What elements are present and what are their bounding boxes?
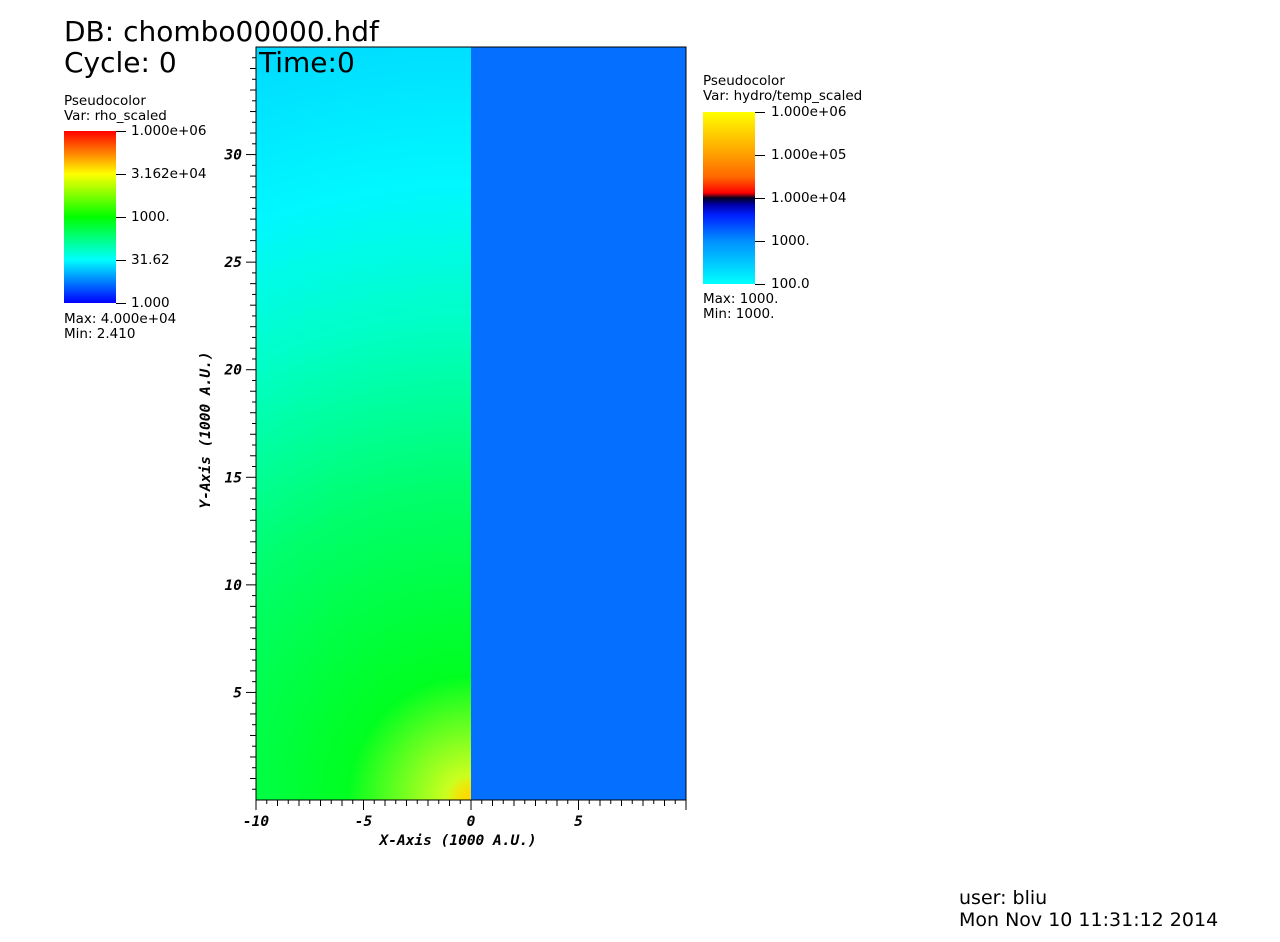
y-axis-title: Y-Axis (1000 A.U.) <box>198 351 214 508</box>
x-tick-label: 5 <box>574 814 583 830</box>
date-label: Mon Nov 10 11:31:12 2014 <box>959 909 1219 931</box>
x-tick-label: 0 <box>467 814 476 830</box>
heatmap-core <box>256 770 471 800</box>
legend-right-tick: 1.000e+05 <box>771 147 847 163</box>
legend-right-tick: 100.0 <box>771 276 810 292</box>
legend-left-tick: 3.162e+04 <box>131 166 207 182</box>
x-tick-label: -5 <box>355 814 373 830</box>
legend-right-colorbar <box>703 112 755 284</box>
heatmap <box>256 47 686 800</box>
legend-right-tick-mark <box>755 198 765 199</box>
legend-right-title: Pseudocolor <box>703 73 785 89</box>
legend-left-title: Pseudocolor <box>64 93 146 109</box>
y-tick-label: 10 <box>225 578 243 594</box>
x-tick-label: -10 <box>243 814 269 830</box>
legend-left-tick: 1.000e+06 <box>131 123 207 139</box>
cycle-label: Cycle: 0 <box>64 46 177 79</box>
db-label: DB: chombo00000.hdf <box>64 15 379 48</box>
user-label: user: bliu <box>959 887 1048 909</box>
legend-left-tick: 31.62 <box>131 252 170 268</box>
legend-left-var: Var: rho_scaled <box>64 108 167 124</box>
legend-right-tick: 1000. <box>771 233 810 249</box>
legend-right-min: Min: 1000. <box>703 306 775 322</box>
legend-right-var: Var: hydro/temp_scaled <box>703 88 863 104</box>
legend-right-max: Max: 1000. <box>703 291 779 307</box>
heatmap-left-rho <box>256 47 471 800</box>
legend-right-tick-mark <box>755 155 765 156</box>
legend-left-colorbar <box>64 131 116 303</box>
y-tick-label: 30 <box>224 148 243 164</box>
legend-left-tick: 1.000 <box>131 295 170 311</box>
legend-right-tick-mark <box>755 241 765 242</box>
legend-left-min: Min: 2.410 <box>64 326 136 342</box>
y-tick-label: 5 <box>233 685 242 701</box>
x-axis-title: X-Axis (1000 A.U.) <box>378 833 537 849</box>
legend-left-tick-mark <box>116 174 126 175</box>
legend-left-tick-mark <box>116 131 126 132</box>
y-tick-label: 25 <box>224 255 243 271</box>
time-label: Time:0 <box>259 46 355 79</box>
heatmap-right-temp <box>471 47 686 800</box>
legend-right-tick-mark <box>755 112 765 113</box>
legend-right-tick-mark <box>755 284 765 285</box>
legend-left-tick-mark <box>116 217 126 218</box>
legend-right-tick: 1.000e+06 <box>771 104 847 120</box>
legend-left-tick-mark <box>116 303 126 304</box>
legend-left-tick: 1000. <box>131 209 170 225</box>
axes: -10 -5 0 5 X-Axis (1000 A.U.) 5 10 15 20 25 30 Y-Ax… <box>198 46 687 849</box>
legend-left-tick-mark <box>116 260 126 261</box>
y-tick-label: 20 <box>224 363 243 379</box>
legend-left-max: Max: 4.000e+04 <box>64 311 177 327</box>
y-tick-label: 15 <box>225 470 243 486</box>
legend-right-tick: 1.000e+04 <box>771 190 847 206</box>
